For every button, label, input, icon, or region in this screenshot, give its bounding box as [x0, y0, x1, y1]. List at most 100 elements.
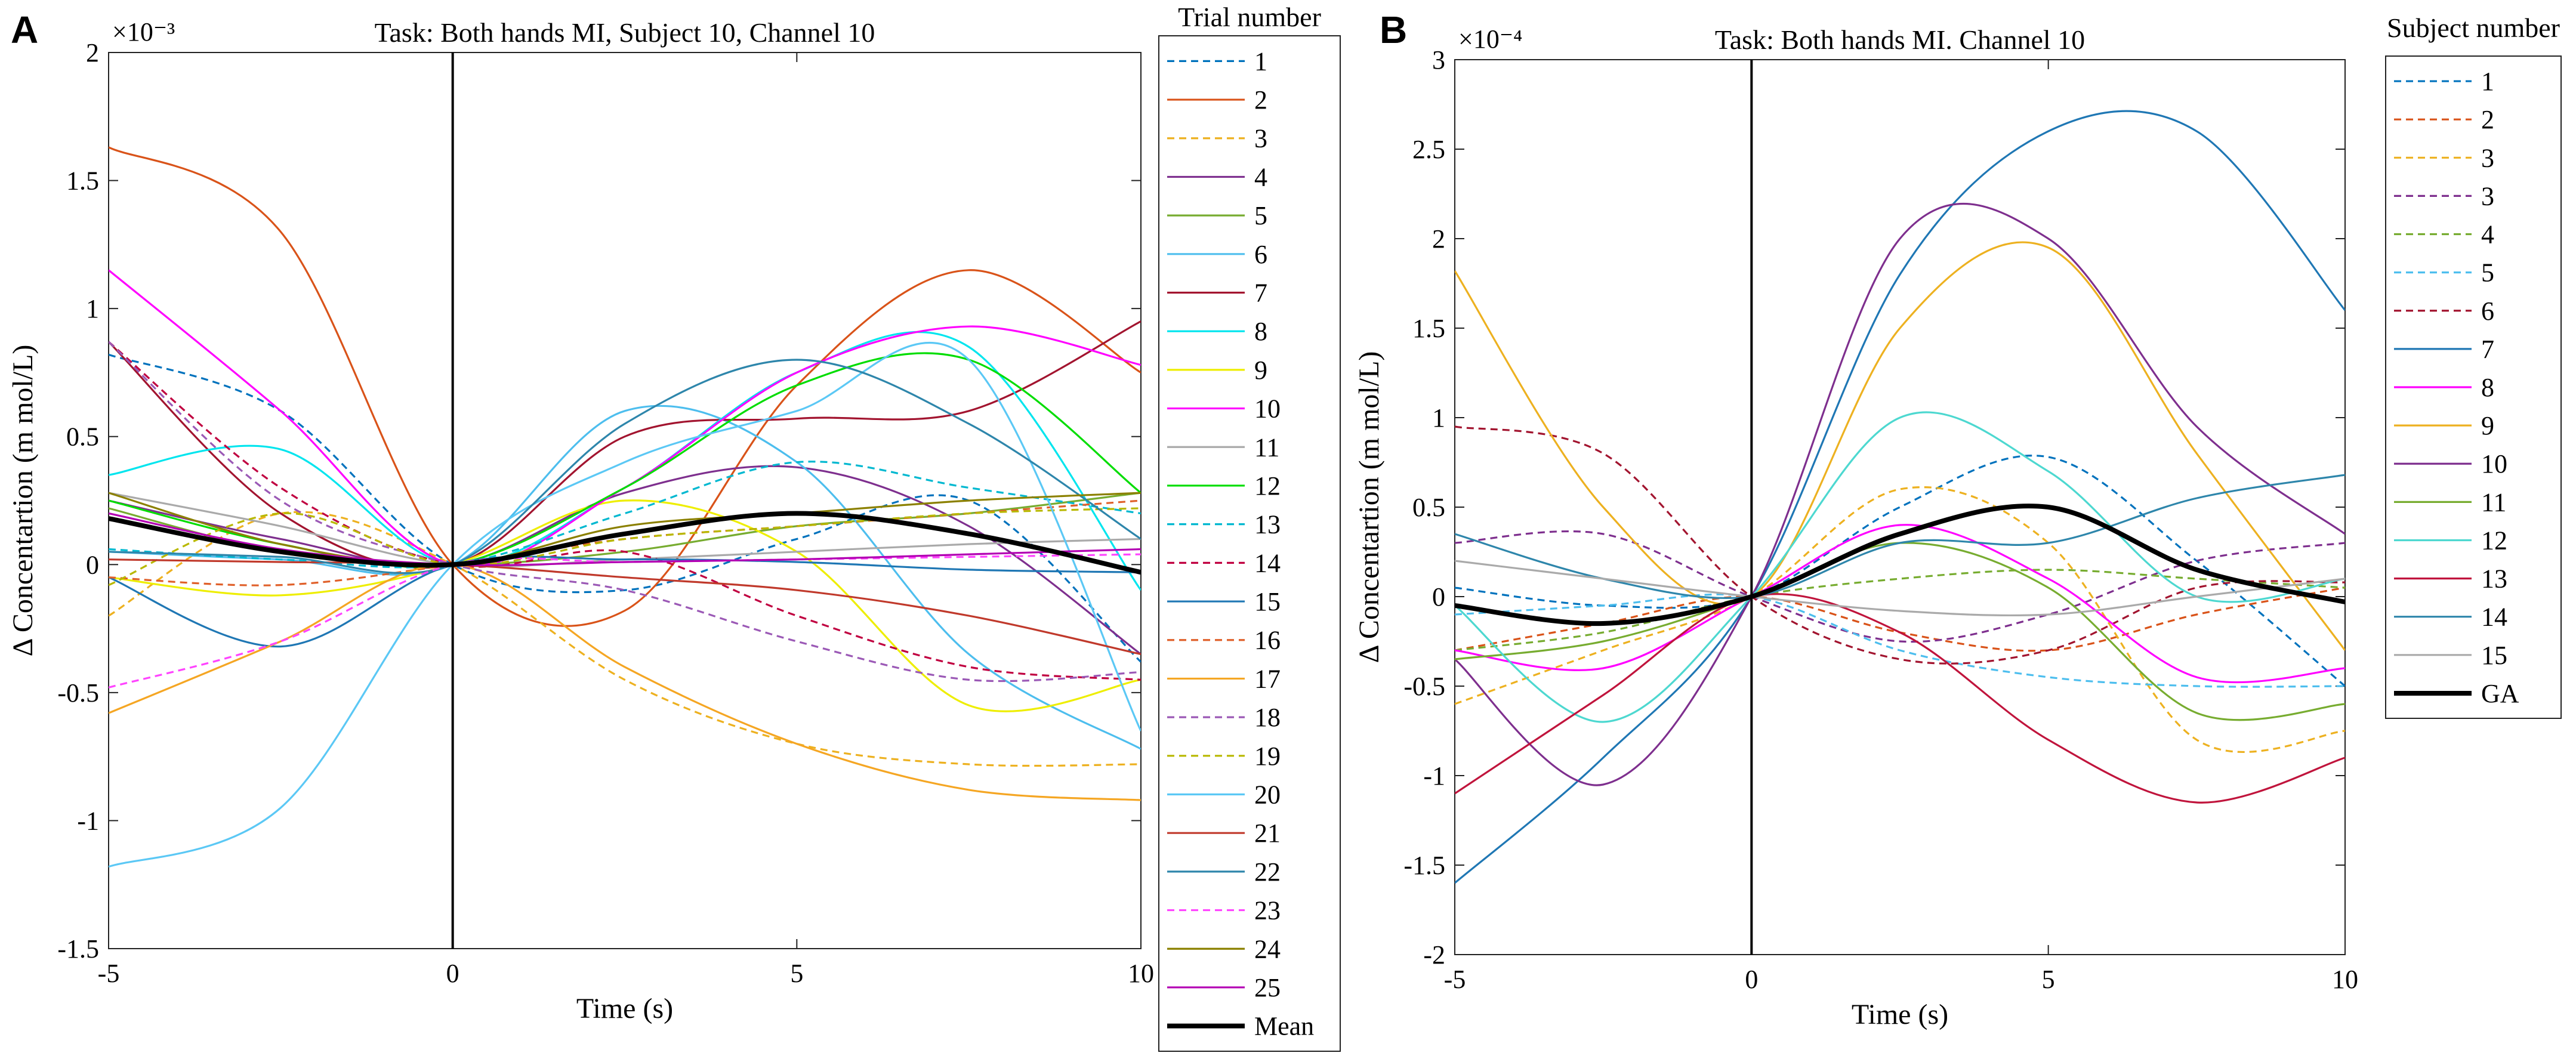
legend-entry-label: 13 — [2481, 564, 2507, 594]
y-tick-label: 0 — [86, 550, 99, 579]
x-tick-label: -5 — [1444, 965, 1466, 994]
legend-entry-label: 1 — [2481, 67, 2494, 96]
series-line-13 — [109, 461, 1141, 569]
series-line-3 — [1455, 530, 2345, 643]
x-tick-label: -5 — [98, 959, 120, 988]
legend-entry-label: 5 — [2481, 258, 2494, 288]
y-tick-label: 2 — [86, 38, 99, 67]
series-line-13 — [1455, 592, 2345, 804]
chart-panel-b: B Task: Both hands MI. Channel 10×10⁻⁴-2-… — [1353, 8, 2562, 1030]
series-line-6 — [1455, 425, 2345, 665]
x-tick-label: 10 — [1128, 959, 1154, 988]
legend-entry-label: 2 — [1254, 85, 1267, 115]
legend: Trial number1234567891011121314151617181… — [1158, 2, 1341, 1052]
legend-entry-label: 13 — [1254, 510, 1281, 539]
legend-entry-label: 6 — [1254, 240, 1267, 269]
y-tick-label: 1.5 — [1412, 314, 1445, 343]
y-tick-label: -1.5 — [57, 934, 99, 964]
chart-panel-a: A Task: Both hands MI, Subject 10, Channe… — [7, 2, 1341, 1052]
series-line-18 — [109, 341, 1141, 683]
y-tick-label: 2.5 — [1412, 135, 1445, 164]
y-tick-label: 1 — [1432, 403, 1445, 433]
series-line-15 — [1455, 560, 2345, 617]
series-line-22 — [109, 359, 1141, 575]
legend-entry-label: Mean — [1254, 1012, 1314, 1041]
legend-entry-label: 11 — [2481, 487, 2506, 517]
legend-entry-label: 11 — [1254, 433, 1279, 462]
series-line-14 — [109, 341, 1141, 681]
y-tick-label: -1.5 — [1403, 851, 1445, 880]
panel-letter: A — [11, 8, 38, 51]
x-axis-label: Time (s) — [576, 993, 673, 1024]
series-line-2 — [109, 146, 1141, 627]
plot-frame — [1454, 59, 2346, 955]
legend-entry-label: 20 — [1254, 780, 1281, 810]
series-group — [1455, 110, 2345, 884]
mean-line — [1455, 504, 2345, 626]
legend-entry-label: 2 — [2481, 105, 2494, 134]
legend-entry-label: 21 — [1254, 819, 1281, 848]
series-line-25 — [109, 512, 1141, 566]
series-line-1 — [109, 353, 1141, 663]
series-group — [109, 146, 1141, 868]
legend-entry-label: 14 — [2481, 603, 2507, 632]
legend-entry-label: 1 — [1254, 47, 1267, 76]
series-line-1 — [1455, 455, 2345, 687]
y-tick-label: -1 — [77, 806, 99, 835]
series-line-9 — [1455, 241, 2345, 651]
legend-entry-label: 10 — [2481, 449, 2507, 478]
legend-entry-label: 19 — [1254, 742, 1281, 771]
legend-entry-label: 17 — [1254, 664, 1281, 693]
series-line-8 — [1455, 524, 2345, 684]
series-line-5 — [1455, 593, 2345, 688]
y-tick-label: 3 — [1432, 45, 1445, 75]
x-axis-label: Time (s) — [1852, 999, 1948, 1030]
legend-entry-label: 15 — [2481, 641, 2507, 670]
panel-letter: B — [1380, 8, 1407, 51]
legend-title: Trial number — [1178, 2, 1321, 32]
legend-entry-label: 3 — [2481, 181, 2494, 211]
legend-entry-label: 16 — [1254, 626, 1281, 655]
legend-entry-label: 3 — [2481, 143, 2494, 172]
legend-entry-label: 18 — [1254, 703, 1281, 732]
legend-entry-label: 3 — [1254, 124, 1267, 153]
series-line-12 — [1455, 411, 2345, 723]
series-line-3 — [1455, 486, 2345, 754]
series-line-19 — [109, 507, 1141, 586]
series-line-7 — [109, 320, 1141, 569]
y-exponent-label: ×10⁻⁴ — [1458, 24, 1522, 54]
y-exponent-label: ×10⁻³ — [112, 17, 175, 47]
y-tick-label: -0.5 — [57, 678, 99, 708]
legend-entry-label: 4 — [2481, 220, 2494, 249]
x-tick-label: 5 — [2042, 965, 2055, 994]
legend-entry-label: 8 — [1254, 317, 1267, 346]
legend-entry-label: 4 — [1254, 162, 1267, 192]
series-line-4 — [109, 465, 1141, 655]
legend-entry-label: 9 — [1254, 356, 1267, 385]
legend-entry-label: 5 — [1254, 201, 1267, 230]
y-tick-label: 0.5 — [66, 422, 99, 452]
x-tick-label: 10 — [2332, 965, 2358, 994]
legend-entry-label: 14 — [1254, 548, 1281, 578]
mean-line — [109, 511, 1141, 575]
series-line-4 — [1455, 569, 2345, 652]
y-tick-label: 0 — [1432, 582, 1445, 612]
y-tick-label: 1 — [86, 294, 99, 323]
series-line-17 — [109, 563, 1141, 801]
series-line-10 — [1455, 202, 2345, 786]
legend-entry-label: 24 — [1254, 934, 1281, 964]
y-tick-label: -2 — [1423, 940, 1445, 970]
y-tick-label: 0.5 — [1412, 493, 1445, 522]
legend-box — [1158, 35, 1341, 1052]
legend-entry-label: 8 — [2481, 373, 2494, 402]
x-tick-label: 0 — [1745, 965, 1758, 994]
series-line-24 — [109, 492, 1141, 566]
series-line-15 — [109, 555, 1141, 648]
legend-entry-label: 12 — [1254, 471, 1281, 501]
y-tick-label: -0.5 — [1403, 672, 1445, 701]
legend-entry-label: 23 — [1254, 896, 1281, 925]
chart-title: Task: Both hands MI, Subject 10, Channel… — [375, 17, 875, 48]
x-tick-label: 5 — [790, 959, 803, 988]
